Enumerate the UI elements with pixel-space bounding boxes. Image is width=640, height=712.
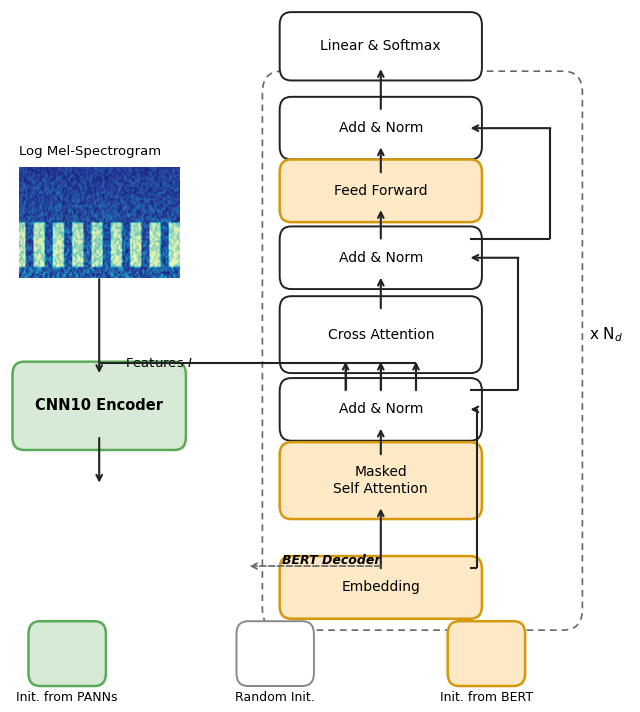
FancyBboxPatch shape xyxy=(13,362,186,450)
Text: Cross Attention: Cross Attention xyxy=(328,328,434,342)
Text: Init. from PANNs: Init. from PANNs xyxy=(17,691,118,704)
FancyBboxPatch shape xyxy=(280,378,482,441)
FancyBboxPatch shape xyxy=(448,621,525,686)
Text: Log Mel-Spectrogram: Log Mel-Spectrogram xyxy=(19,145,161,158)
Text: Add & Norm: Add & Norm xyxy=(339,121,423,135)
FancyBboxPatch shape xyxy=(28,621,106,686)
Text: Add & Norm: Add & Norm xyxy=(339,402,423,417)
Text: Masked
Self Attention: Masked Self Attention xyxy=(333,466,428,496)
Text: x N$_d$: x N$_d$ xyxy=(589,325,623,344)
FancyBboxPatch shape xyxy=(237,621,314,686)
Text: Random Init.: Random Init. xyxy=(236,691,315,704)
Text: Feed Forward: Feed Forward xyxy=(334,184,428,198)
Text: Features $\mathit{I}$: Features $\mathit{I}$ xyxy=(125,357,193,370)
Text: CNN10 Encoder: CNN10 Encoder xyxy=(35,398,163,414)
Text: BERT Decoder: BERT Decoder xyxy=(282,554,380,567)
FancyBboxPatch shape xyxy=(280,159,482,222)
FancyBboxPatch shape xyxy=(280,226,482,289)
Text: Init. from BERT: Init. from BERT xyxy=(440,691,533,704)
FancyBboxPatch shape xyxy=(280,97,482,159)
FancyBboxPatch shape xyxy=(280,296,482,373)
Text: Linear & Softmax: Linear & Softmax xyxy=(321,39,441,53)
Text: Add & Norm: Add & Norm xyxy=(339,251,423,265)
FancyBboxPatch shape xyxy=(280,556,482,619)
FancyBboxPatch shape xyxy=(280,442,482,519)
FancyBboxPatch shape xyxy=(280,12,482,80)
Text: Embedding: Embedding xyxy=(341,580,420,595)
